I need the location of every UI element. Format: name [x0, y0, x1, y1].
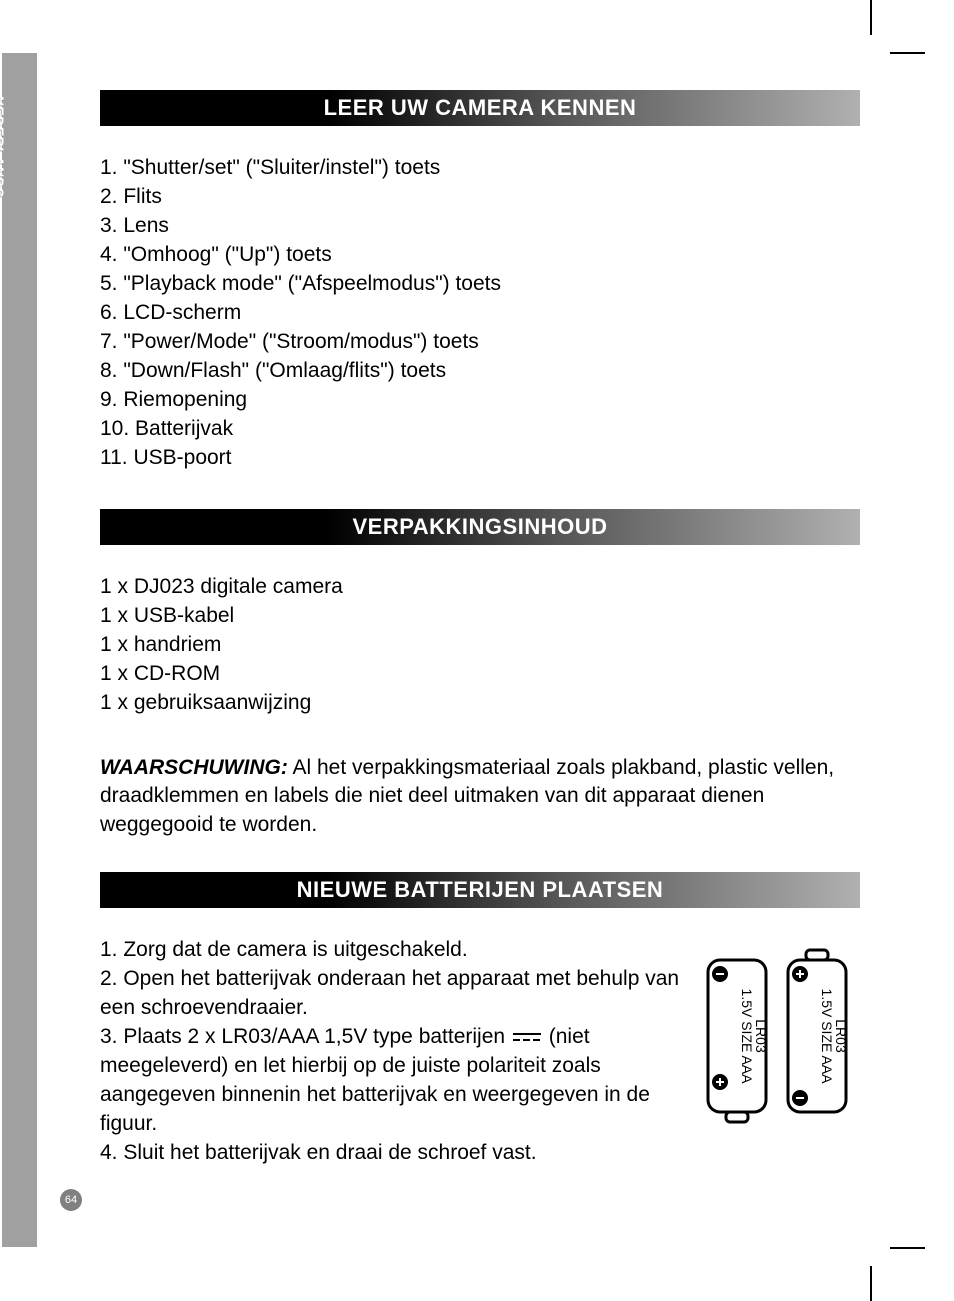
battery-voltage-label: 1.5V SIZE AAA: [739, 989, 755, 1085]
list-item: 5. "Playback mode" ("Afspeelmodus") toet…: [100, 270, 860, 299]
section-header-package: VERPAKKINGSINHOUD: [100, 509, 860, 545]
list-item: 1 x handriem: [100, 631, 860, 660]
list-item: 7. "Power/Mode" ("Stroom/modus") toets: [100, 328, 860, 357]
instruction-line: 2. Open het batterijvak onderaan het app…: [100, 965, 690, 1023]
section-header-batteries: NIEUWE BATTERIJEN PLAATSEN: [100, 872, 860, 908]
list-item: 1 x CD-ROM: [100, 660, 860, 689]
list-item: 3. Lens: [100, 212, 860, 241]
list-item: 2. Flits: [100, 183, 860, 212]
dc-symbol-icon: [513, 1033, 541, 1043]
page-number-badge: 64: [60, 1189, 82, 1211]
list-item: 4. "Omhoog" ("Up") toets: [100, 241, 860, 270]
warning-paragraph: WAARSCHUWING: Al het verpakkingsmateriaa…: [100, 754, 860, 841]
side-gray-bar: [2, 53, 37, 1247]
crop-mark: [870, 1266, 872, 1301]
list-item: 8. "Down/Flash" ("Omlaag/flits") toets: [100, 357, 860, 386]
instruction-line: 4. Sluit het batterijvak en draai de sch…: [100, 1139, 690, 1168]
battery-instructions: 1. Zorg dat de camera is uitgeschakeld. …: [100, 936, 690, 1168]
battery-section: 1. Zorg dat de camera is uitgeschakeld. …: [100, 936, 860, 1168]
page-content: LEER UW CAMERA KENNEN 1. "Shutter/set" (…: [100, 90, 860, 1168]
list-item: 1 x USB-kabel: [100, 602, 860, 631]
language-label: NEDERLANDS: [0, 95, 7, 197]
battery-type-label: LR03: [833, 1020, 849, 1054]
crop-mark: [890, 52, 925, 54]
battery-type-label: LR03: [753, 1020, 769, 1054]
list-item: 11. USB-poort: [100, 444, 860, 473]
crop-mark: [890, 1247, 925, 1249]
list-item: 6. LCD-scherm: [100, 299, 860, 328]
instruction-line: 1. Zorg dat de camera is uitgeschakeld.: [100, 936, 690, 965]
list-item: 1. "Shutter/set" ("Sluiter/instel") toet…: [100, 154, 860, 183]
package-list: 1 x DJ023 digitale camera 1 x USB-kabel …: [100, 573, 860, 718]
list-item: 1 x DJ023 digitale camera: [100, 573, 860, 602]
instruction-text: 3. Plaats 2 x LR03/AAA 1,5V type batteri…: [100, 1025, 511, 1048]
battery-diagram-icon: 1.5V SIZE AAA LR03 1.5V SIZE AAA LR03: [700, 942, 860, 1127]
know-camera-list: 1. "Shutter/set" ("Sluiter/instel") toet…: [100, 154, 860, 473]
warning-label: WAARSCHUWING:: [100, 756, 288, 779]
crop-mark: [870, 0, 872, 35]
section-header-know-camera: LEER UW CAMERA KENNEN: [100, 90, 860, 126]
instruction-line: 3. Plaats 2 x LR03/AAA 1,5V type batteri…: [100, 1023, 690, 1139]
list-item: 1 x gebruiksaanwijzing: [100, 689, 860, 718]
battery-voltage-label: 1.5V SIZE AAA: [819, 989, 835, 1085]
list-item: 10. Batterijvak: [100, 415, 860, 444]
list-item: 9. Riemopening: [100, 386, 860, 415]
